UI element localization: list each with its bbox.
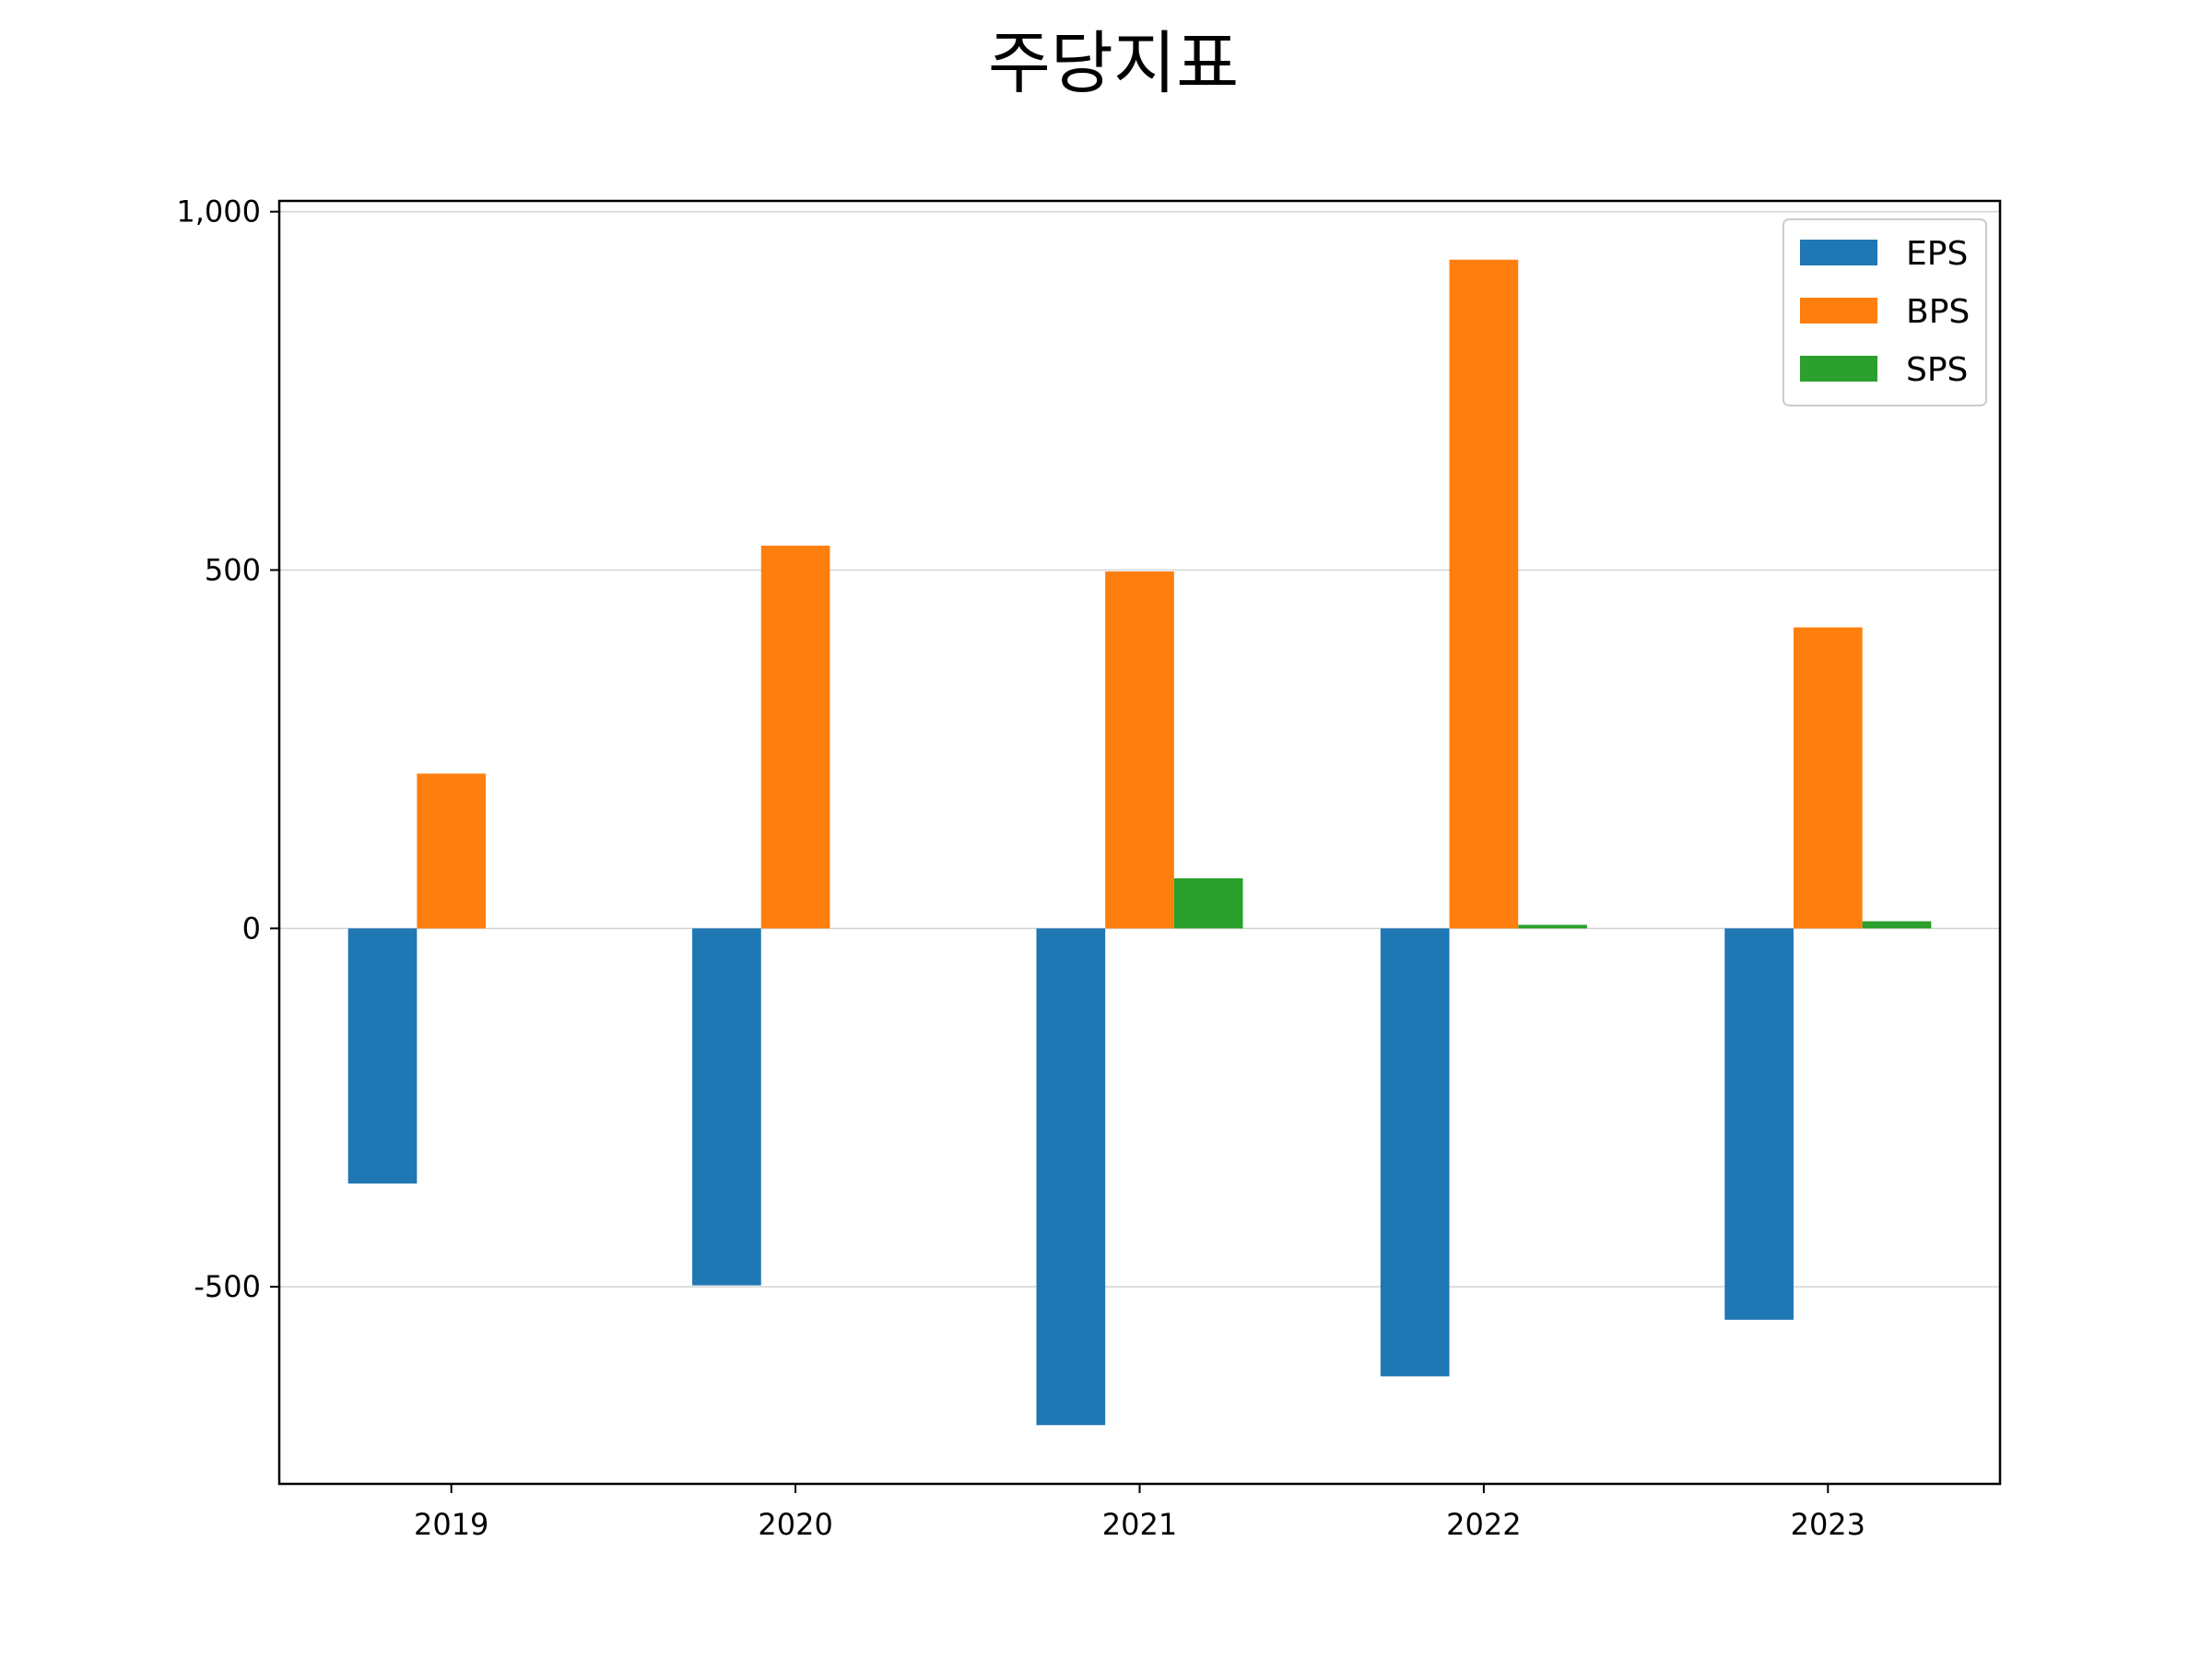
bar-sps-2023 xyxy=(1862,921,1932,929)
bar-bps-2023 xyxy=(1793,627,1863,929)
bar-eps-2023 xyxy=(1724,928,1794,1320)
chart-title: 주당지표 xyxy=(988,24,1239,103)
x-tick-label: 2019 xyxy=(414,1507,488,1542)
bar-sps-2021 xyxy=(1173,877,1243,929)
bar-eps-2022 xyxy=(1380,928,1450,1377)
bar-bps-2019 xyxy=(417,773,487,929)
x-tick-label: 2020 xyxy=(758,1507,832,1542)
gridlines xyxy=(279,210,2000,1288)
bar-bps-2021 xyxy=(1105,571,1174,929)
x-tick-label: 2022 xyxy=(1446,1507,1521,1542)
y-tick-label: 500 xyxy=(205,552,261,587)
legend-label-sps: SPS xyxy=(1906,351,1968,389)
bar-bps-2020 xyxy=(760,546,830,929)
legend: EPS BPS SPS xyxy=(1783,218,1987,406)
bar-eps-2020 xyxy=(692,928,761,1286)
x-tick-label: 2023 xyxy=(1791,1507,1865,1542)
y-tick-label: -500 xyxy=(194,1269,261,1304)
legend-swatch-sps xyxy=(1800,356,1877,382)
axes: -500 0 500 1,000 2019 2020 2021 2022 2023 xyxy=(176,194,1865,1542)
bar-eps-2019 xyxy=(347,928,418,1184)
y-tick-label: 0 xyxy=(242,911,261,946)
legend-swatch-bps xyxy=(1800,298,1877,324)
bars xyxy=(347,259,1932,1426)
y-tick-label: 1,000 xyxy=(176,194,261,229)
bar-bps-2022 xyxy=(1449,259,1519,929)
legend-label-bps: BPS xyxy=(1906,293,1970,331)
legend-swatch-eps xyxy=(1800,240,1877,265)
bar-sps-2022 xyxy=(1518,924,1587,929)
legend-label-eps: EPS xyxy=(1906,235,1968,273)
bar-eps-2021 xyxy=(1036,928,1106,1426)
x-tick-label: 2021 xyxy=(1102,1507,1177,1542)
